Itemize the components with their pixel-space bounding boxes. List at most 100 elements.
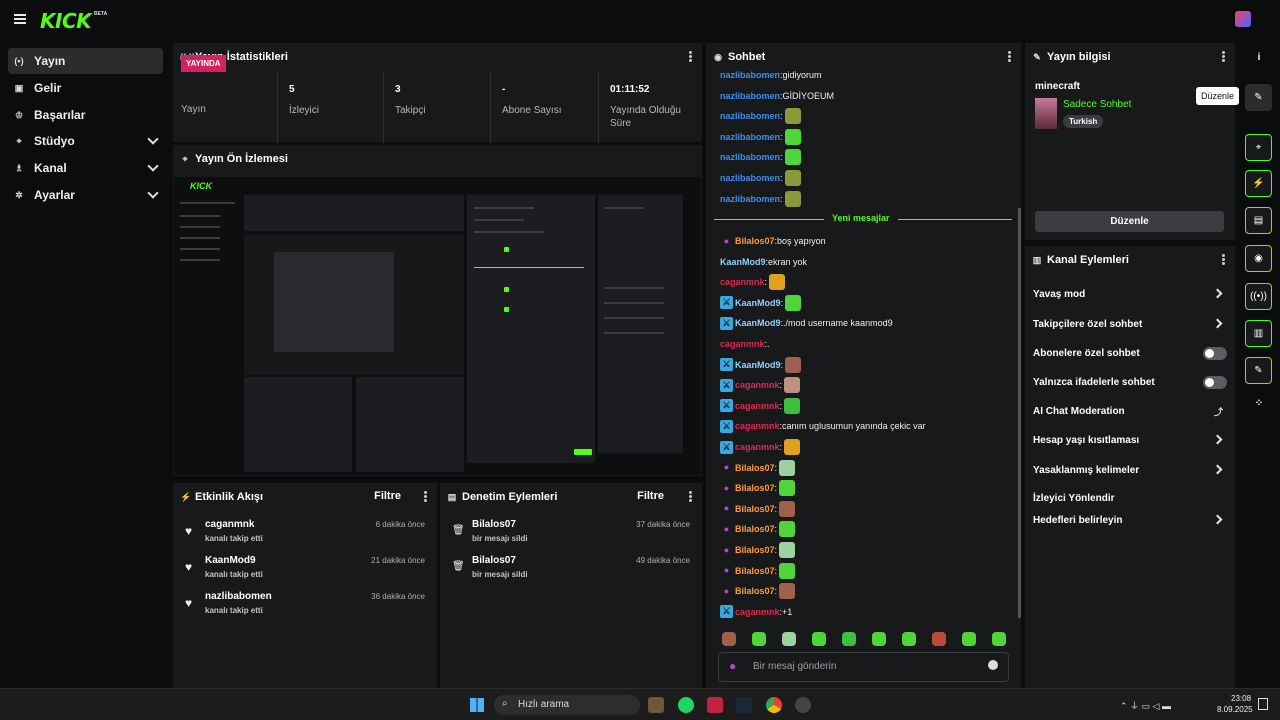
- chat-username[interactable]: Bilalos07: [735, 503, 775, 514]
- chat-username[interactable]: KaanMod9: [735, 359, 781, 370]
- sidebar-item-başarılar[interactable]: ♔ Başarılar: [8, 102, 163, 128]
- spotify-icon[interactable]: [678, 697, 694, 713]
- document-icon[interactable]: ▤: [1245, 207, 1272, 234]
- notification-icon[interactable]: [1258, 698, 1268, 710]
- edit-button[interactable]: Düzenle: [1035, 211, 1224, 232]
- chat-message[interactable]: nazlibabomen:: [720, 169, 801, 187]
- chat-icon[interactable]: ◉: [1245, 245, 1272, 272]
- chat-message[interactable]: ● Bilalos07:: [720, 520, 796, 538]
- channel-action-item[interactable]: Yavaş mod: [1033, 282, 1227, 306]
- filter-button[interactable]: Filtre: [374, 490, 401, 502]
- chrome-icon[interactable]: [766, 697, 782, 713]
- chat-message[interactable]: ⚔ caganmnk:: [720, 438, 801, 456]
- minecraft-icon[interactable]: [648, 697, 664, 713]
- more-options-icon[interactable]: [689, 491, 692, 503]
- chat-username[interactable]: nazlibabomen: [720, 111, 781, 122]
- kick-logo[interactable]: KICK: [40, 9, 92, 33]
- chat-username[interactable]: nazlibabomen: [720, 90, 781, 101]
- emote-icon[interactable]: [902, 632, 916, 646]
- chat-username[interactable]: caganmnk: [735, 380, 780, 391]
- chat-username[interactable]: caganmnk: [735, 421, 780, 432]
- chat-message[interactable]: ⚔ KaanMod9: ./mod username kaanmod9: [720, 314, 893, 332]
- chat-message[interactable]: ⚔ caganmnk:: [720, 376, 801, 394]
- chevron-down-icon[interactable]: [147, 160, 159, 172]
- chat-message[interactable]: ● Bilalos07:: [720, 582, 796, 600]
- broadcast-icon[interactable]: ((•)): [1245, 283, 1272, 310]
- toggle-switch[interactable]: [1203, 347, 1227, 360]
- chat-message[interactable]: ● Bilalos07:: [720, 459, 796, 477]
- chat-username[interactable]: Bilalos07: [735, 545, 775, 555]
- emote-icon[interactable]: [722, 632, 736, 646]
- emote-icon[interactable]: [992, 632, 1006, 646]
- app-icon[interactable]: [707, 697, 723, 713]
- chat-message[interactable]: caganmnk:: [720, 273, 786, 291]
- sidebar-item-stüdyo[interactable]: ⌖ Stüdyo: [8, 128, 163, 154]
- chat-message[interactable]: KaanMod9: ekran yok: [720, 253, 807, 271]
- activity-user[interactable]: KaanMod9: [205, 555, 256, 566]
- moderation-user[interactable]: Bilalos07: [472, 519, 516, 530]
- layout-icon[interactable]: ▥: [1245, 320, 1272, 347]
- chat-username[interactable]: Bilalos07: [735, 483, 775, 494]
- more-options-icon[interactable]: [1222, 254, 1225, 266]
- emote-icon[interactable]: [842, 632, 856, 646]
- chat-username[interactable]: caganmnk: [720, 277, 765, 288]
- chat-message[interactable]: nazlibabomen: GİDİYOEUM: [720, 87, 834, 105]
- more-options-icon[interactable]: [424, 491, 427, 503]
- app-icon[interactable]: [795, 697, 811, 713]
- system-tray-icons[interactable]: ⌃ ⏚ ▭ ◁ ▬: [1120, 701, 1171, 711]
- chat-message[interactable]: ● Bilalos07: boş yapıyon: [720, 232, 826, 250]
- chat-message[interactable]: ● Bilalos07:: [720, 541, 796, 559]
- start-icon[interactable]: [470, 698, 484, 712]
- chat-username[interactable]: caganmnk: [735, 442, 780, 452]
- category-link[interactable]: Sadece Sohbet: [1063, 99, 1132, 110]
- emoji-icon[interactable]: [988, 660, 998, 670]
- pencil-icon[interactable]: ✎: [1245, 84, 1272, 111]
- chat-username[interactable]: caganmnk: [735, 400, 780, 411]
- more-options-icon[interactable]: [1008, 51, 1011, 63]
- chat-username[interactable]: Bilalos07: [735, 524, 775, 535]
- chat-message[interactable]: ⚔ caganmnk: +1: [720, 603, 792, 621]
- channel-action-item[interactable]: Hesap yaşı kısıtlaması: [1033, 428, 1227, 452]
- emote-icon[interactable]: [962, 632, 976, 646]
- chat-username[interactable]: Bilalos07: [735, 462, 775, 473]
- sidebar-item-gelir[interactable]: ▣ Gelir: [8, 75, 163, 101]
- menu-icon[interactable]: [14, 14, 26, 24]
- activity-user[interactable]: caganmnk: [205, 519, 255, 530]
- chat-username[interactable]: KaanMod9: [735, 318, 781, 329]
- activity-user[interactable]: nazlibabomen: [205, 591, 272, 602]
- chat-message[interactable]: nazlibabomen:: [720, 128, 801, 146]
- sidebar-item-ayarlar[interactable]: ✲ Ayarlar: [8, 182, 163, 208]
- chevron-down-icon[interactable]: [147, 187, 159, 199]
- channel-action-item[interactable]: Yalnızca ifadelerle sohbet: [1033, 370, 1227, 394]
- chat-username[interactable]: nazlibabomen: [720, 131, 781, 142]
- channel-action-item[interactable]: Hedefleri belirleyin: [1033, 508, 1227, 532]
- chat-username[interactable]: nazlibabomen: [720, 152, 781, 163]
- apps-icon[interactable]: ⁘: [1254, 398, 1264, 409]
- channel-action-item[interactable]: Takipçilere özel sohbet: [1033, 312, 1227, 336]
- channel-action-item[interactable]: İzleyici Yönlendir: [1033, 486, 1227, 510]
- chat-username[interactable]: Bilalos07: [735, 586, 775, 597]
- camera-icon[interactable]: ⌖: [1245, 134, 1272, 161]
- chat-username[interactable]: Bilalos07: [735, 236, 775, 246]
- chat-message[interactable]: nazlibabomen:: [720, 148, 801, 166]
- channel-action-item[interactable]: Yasaklanmış kelimeler: [1033, 458, 1227, 482]
- chat-username[interactable]: nazlibabomen: [720, 70, 781, 80]
- bolt-icon[interactable]: ⚡: [1245, 170, 1272, 197]
- sidebar-item-kanal[interactable]: ♗ Kanal: [8, 155, 163, 181]
- chat-scrollbar[interactable]: [1018, 208, 1021, 618]
- chevron-down-icon[interactable]: [147, 133, 159, 146]
- emote-icon[interactable]: [782, 632, 796, 646]
- emote-icon[interactable]: [932, 632, 946, 646]
- steam-icon[interactable]: [736, 697, 752, 713]
- chat-message[interactable]: ⚔ caganmnk: canım uglusumun yanında çekic…: [720, 417, 926, 435]
- chat-username[interactable]: nazlibabomen: [720, 193, 781, 204]
- chat-message[interactable]: nazlibabomen: gidiyorum: [720, 66, 822, 84]
- chat-message[interactable]: ● Bilalos07:: [720, 562, 796, 580]
- chat-message[interactable]: ⚔ KaanMod9:: [720, 356, 802, 374]
- chat-username[interactable]: nazlibabomen: [720, 173, 781, 183]
- chat-message[interactable]: nazlibabomen:: [720, 107, 801, 125]
- filter-button[interactable]: Filtre: [637, 490, 664, 502]
- chat-message[interactable]: ⚔ caganmnk:: [720, 397, 801, 415]
- channel-action-item[interactable]: Abonelere özel sohbet: [1033, 341, 1227, 365]
- chat-message[interactable]: ● Bilalos07:: [720, 479, 796, 497]
